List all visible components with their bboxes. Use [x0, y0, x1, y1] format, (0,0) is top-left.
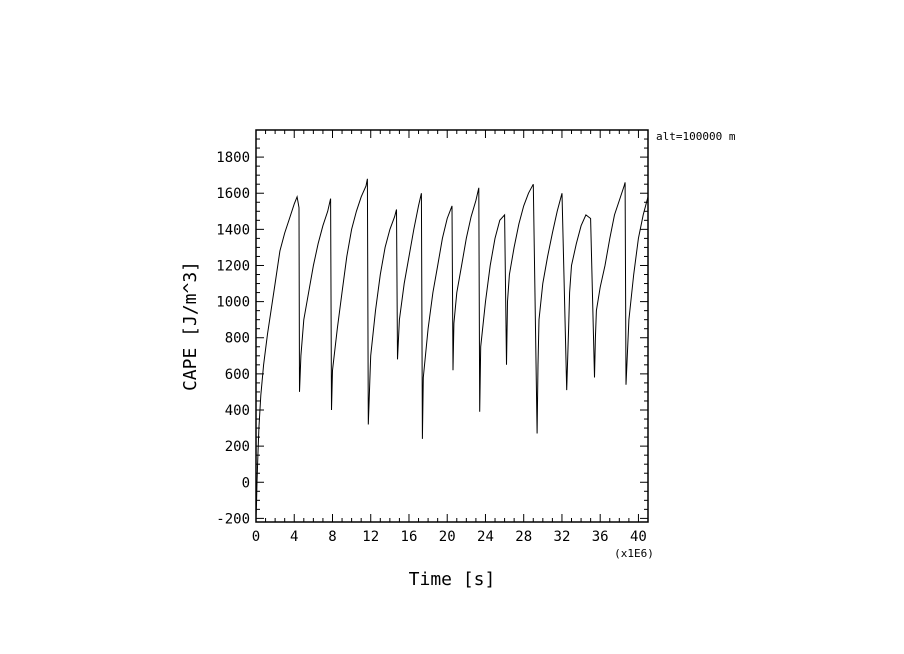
x-tick-label: 16	[401, 529, 418, 545]
y-tick-label: 1800	[216, 150, 250, 166]
x-tick-label: 4	[290, 529, 298, 545]
x-tick-label: 28	[515, 529, 532, 545]
x-tick-label: 36	[592, 529, 609, 545]
y-axis-label: CAPE [J/m^3]	[180, 261, 201, 391]
axis-ticks	[255, 130, 649, 522]
x-tick-label: 20	[439, 529, 456, 545]
y-tick-label: -200	[216, 511, 250, 527]
y-tick-label: 1600	[216, 186, 250, 202]
x-tick-label: 32	[554, 529, 571, 545]
y-tick-label: 400	[225, 403, 250, 419]
tick-labels: 0 4 8 12 16 20 24 28 32 36 40-20002004006008001000…	[216, 150, 647, 545]
y-tick-label: 600	[225, 367, 250, 383]
cape-series-line	[255, 178, 649, 519]
altitude-annotation: alt=100000 m	[656, 130, 736, 143]
x-tick-label: 24	[477, 529, 494, 545]
y-tick-label: 1000	[216, 295, 250, 311]
plot-frame	[255, 129, 649, 523]
x-tick-label: 12	[362, 529, 379, 545]
x-multiplier-label: (x1E6)	[614, 547, 654, 560]
y-tick-label: 1200	[216, 258, 250, 274]
x-tick-label: 40	[630, 529, 647, 545]
x-tick-label: 8	[328, 529, 336, 545]
y-tick-label: 200	[225, 439, 250, 455]
y-tick-label: 1400	[216, 222, 250, 238]
y-tick-label: 800	[225, 331, 250, 347]
x-axis-label: Time [s]	[409, 569, 496, 590]
x-tick-label: 0	[252, 529, 260, 545]
y-tick-label: 0	[242, 475, 250, 491]
